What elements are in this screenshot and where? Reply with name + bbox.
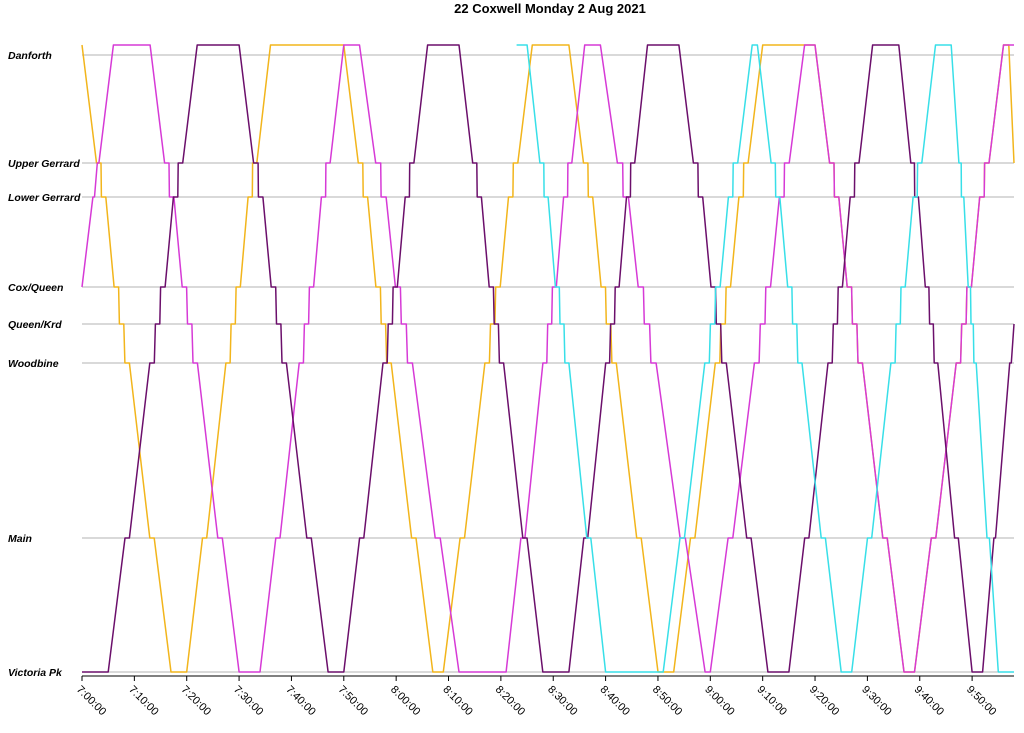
stop-label-upper-gerrard: Upper Gerrard	[8, 158, 80, 170]
series-line-4	[516, 44, 1014, 673]
stop-label-victoria-pk: Victoria Pk	[8, 667, 63, 679]
x-tick-label: 8:20:00	[493, 684, 527, 718]
x-tick-label: 7:10:00	[126, 684, 160, 718]
x-tick-label: 8:00:00	[388, 684, 422, 718]
x-tick-label: 9:00:00	[702, 684, 736, 718]
x-tick-label: 7:00:00	[74, 684, 108, 718]
series-line-2	[81, 44, 1014, 673]
x-tick-label: 8:40:00	[597, 684, 631, 718]
stop-label-queen-krd: Queen/Krd	[8, 319, 62, 331]
x-tick-label: 8:30:00	[545, 684, 579, 718]
x-tick-label: 9:10:00	[755, 684, 789, 718]
x-tick-label: 7:30:00	[231, 684, 265, 718]
series-line-1	[81, 44, 1015, 673]
stop-labels: Danforth Upper Gerrard Lower Gerrard Cox/Qu…	[8, 50, 81, 679]
x-tick-label: 7:20:00	[179, 684, 213, 718]
chart-title: 22 Coxwell Monday 2 Aug 2021	[454, 1, 646, 16]
stop-label-cox-queen: Cox/Queen	[8, 282, 63, 294]
stop-label-lower-gerrard: Lower Gerrard	[8, 192, 81, 204]
series-layer	[81, 44, 1015, 673]
x-tick-label: 9:30:00	[859, 684, 893, 718]
x-tick-label: 9:40:00	[912, 684, 946, 718]
stop-label-main: Main	[8, 533, 32, 545]
x-tick-label: 7:50:00	[336, 684, 370, 718]
x-axis-ticks: 7:00:00 7:10:00 7:20:00 7:30:00 7:40:00 7:50:…	[74, 676, 998, 718]
x-tick-label: 9:20:00	[807, 684, 841, 718]
x-tick-label: 9:50:00	[964, 684, 998, 718]
x-tick-label: 8:10:00	[440, 684, 474, 718]
stop-label-danforth: Danforth	[8, 50, 52, 62]
stop-label-woodbine: Woodbine	[8, 358, 59, 370]
series-line-3	[82, 44, 1015, 673]
grid-layer	[82, 54, 1014, 677]
x-tick-label: 7:40:00	[283, 684, 317, 718]
x-tick-label: 8:50:00	[650, 684, 684, 718]
